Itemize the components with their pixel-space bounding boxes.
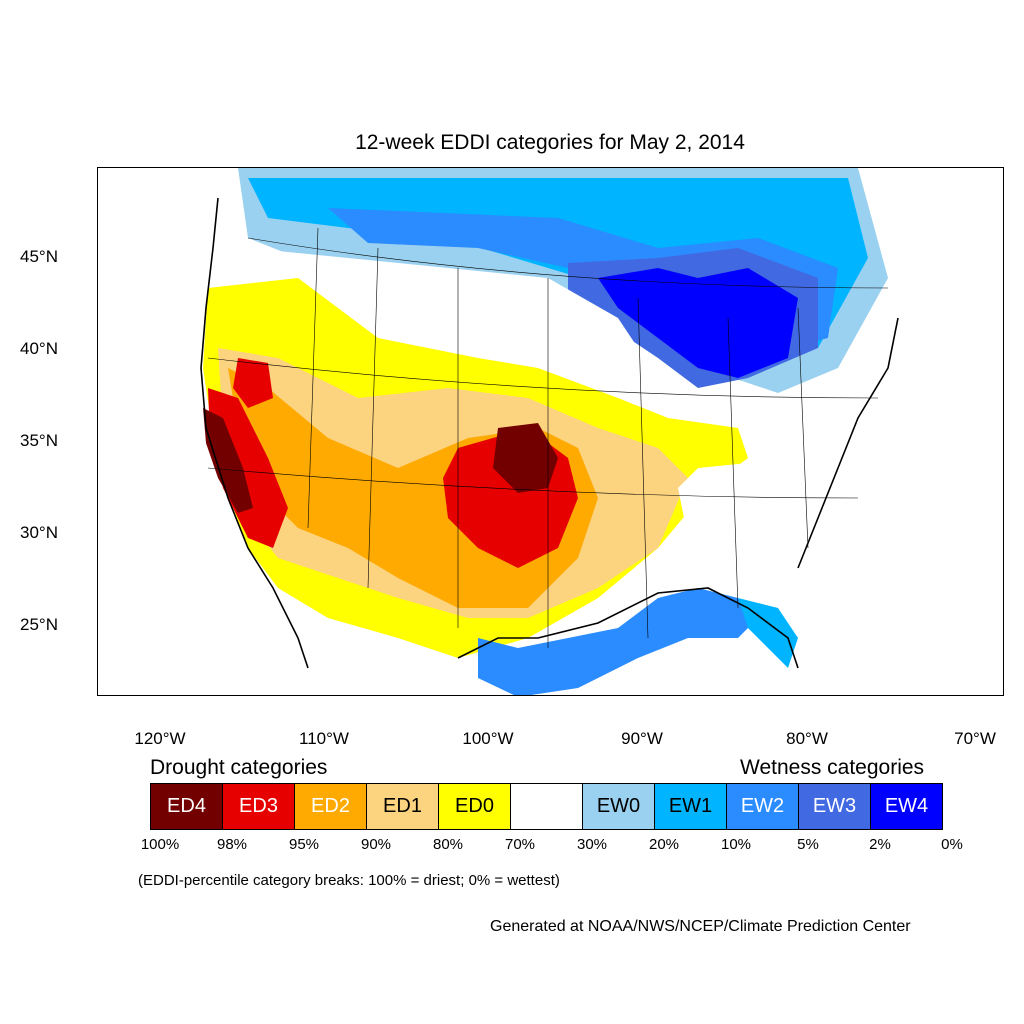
map-canvas	[198, 168, 899, 695]
lat-label-30: 30°N	[20, 523, 58, 542]
lat-label-35: 35°N	[20, 431, 58, 450]
break-label: 90%	[360, 836, 392, 853]
credit-line: Generated at NOAA/NWS/NCEP/Climate Predi…	[490, 918, 911, 935]
lon-label-120: 120°W	[134, 729, 186, 748]
break-label: 98%	[216, 836, 248, 853]
legend-box-ew4: EW4	[870, 783, 943, 830]
break-label: 5%	[797, 836, 819, 853]
break-note: (EDDI-percentile category breaks: 100% =…	[138, 872, 560, 889]
break-label: 30%	[576, 836, 608, 853]
lon-label-70: 70°W	[954, 729, 996, 748]
lat-label-45: 45°N	[20, 247, 58, 266]
break-label: 95%	[288, 836, 320, 853]
drought-ed3-west	[208, 388, 288, 548]
legend-box-ed3: ED3	[222, 783, 295, 830]
lon-label-110: 110°W	[299, 729, 349, 748]
wet-florida	[738, 598, 798, 668]
map-title: 12-week EDDI categories for May 2, 2014	[355, 131, 745, 154]
wet-greatlakes-ew4	[598, 268, 798, 378]
lat-label-40: 40°N	[20, 339, 58, 358]
break-label: 100%	[140, 836, 180, 853]
legend-box-ew0: EW0	[582, 783, 655, 830]
break-label: 20%	[648, 836, 680, 853]
legend-box-ed0: ED0	[438, 783, 511, 830]
coastlines	[200, 197, 899, 669]
neutral-southeast	[678, 458, 818, 588]
break-label: 10%	[720, 836, 752, 853]
eddi-map	[97, 167, 1004, 696]
drought-heading: Drought categories	[150, 756, 328, 779]
lon-label-80: 80°W	[786, 729, 828, 748]
wetness-heading: Wetness categories	[740, 756, 925, 779]
drought-ed3-nevada	[233, 358, 273, 408]
legend-box-ed1: ED1	[366, 783, 439, 830]
break-label: 0%	[941, 836, 963, 853]
category-legend: ED4 ED3 ED2 ED1 ED0 EW0 EW1 EW2 EW3 EW4	[150, 783, 943, 830]
drought-ed4-california	[203, 408, 253, 513]
break-label: 2%	[869, 836, 891, 853]
lon-label-100: 100°W	[462, 729, 514, 748]
lon-label-90: 90°W	[621, 729, 663, 748]
legend-box-ew2: EW2	[726, 783, 799, 830]
break-label: 80%	[432, 836, 464, 853]
legend-box-ew1: EW1	[654, 783, 727, 830]
lat-label-25: 25°N	[20, 615, 58, 634]
break-label: 70%	[504, 836, 536, 853]
drought-ed4-plains	[493, 423, 558, 493]
state-boundaries	[207, 227, 889, 648]
legend-box-ew3: EW3	[798, 783, 871, 830]
legend-box-neutral	[510, 783, 583, 830]
legend-box-ed2: ED2	[294, 783, 367, 830]
legend-box-ed4: ED4	[150, 783, 223, 830]
wet-gulf-coast	[478, 588, 758, 695]
